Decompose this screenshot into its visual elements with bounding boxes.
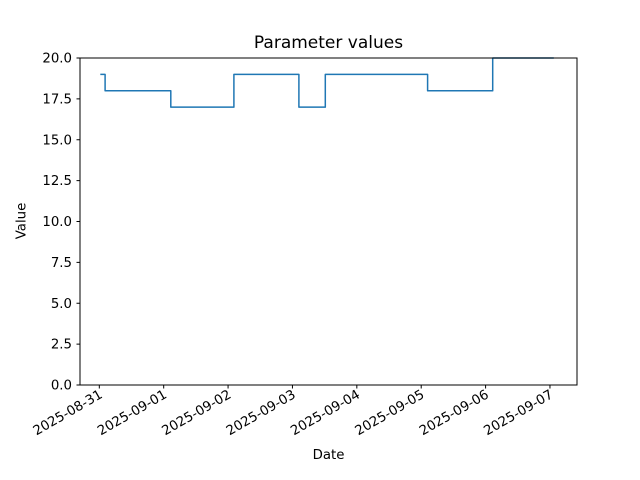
y-tick-label: 10.0	[42, 215, 72, 230]
y-tick-label: 15.0	[42, 133, 72, 148]
y-axis-label: Value	[14, 202, 30, 240]
y-tick-label: 0.0	[51, 379, 72, 394]
x-tick-label: 2025-09-03	[224, 387, 298, 439]
y-tick-label: 2.5	[51, 338, 72, 353]
plot-border	[79, 57, 578, 386]
x-tick-label: 2025-09-05	[353, 387, 427, 439]
x-tick-label: 2025-09-06	[417, 387, 491, 439]
data-line	[100, 57, 554, 108]
x-tick-label: 2025-09-04	[288, 387, 362, 439]
y-tick-label: 5.0	[51, 297, 72, 312]
x-tick-label: 2025-08-31	[31, 387, 105, 439]
x-tick-label: 2025-09-07	[482, 387, 556, 439]
y-tick-label: 12.5	[42, 174, 72, 189]
y-tick-label: 20.0	[42, 52, 72, 67]
x-tick-label: 2025-09-01	[95, 387, 169, 439]
chart-title: Parameter values	[253, 33, 404, 53]
x-axis-label: Date	[312, 448, 345, 463]
x-tick-label: 2025-09-02	[160, 387, 234, 439]
y-tick-label: 7.5	[51, 256, 72, 271]
y-tick-label: 17.5	[42, 92, 72, 107]
